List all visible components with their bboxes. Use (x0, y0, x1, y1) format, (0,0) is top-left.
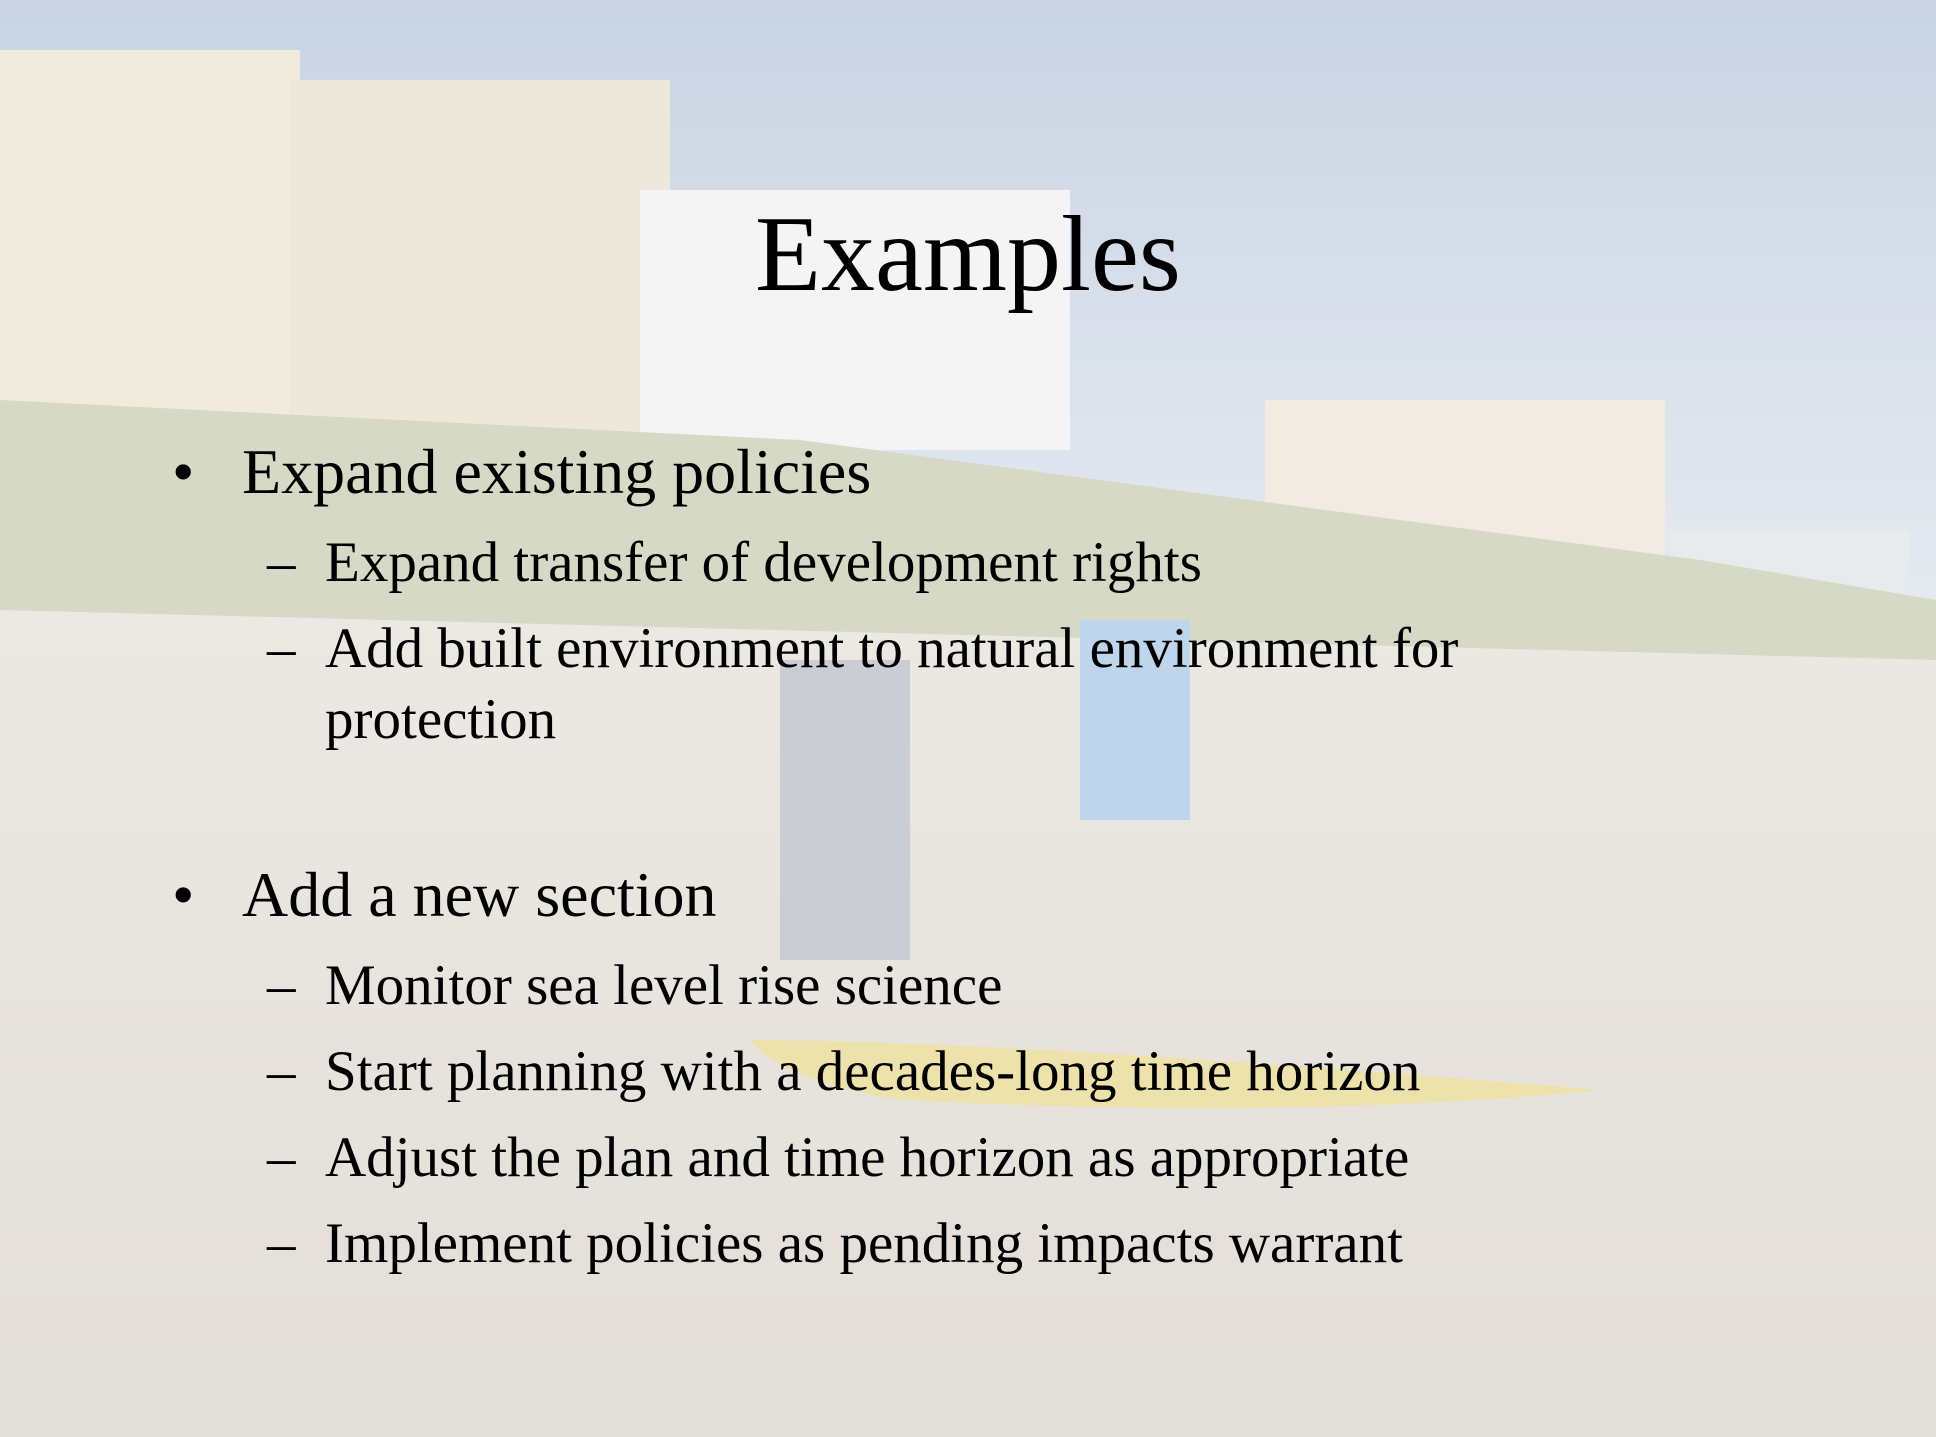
bullet: Expand existing policies (0, 432, 1936, 512)
sub-bullet: Expand transfer of development rights (325, 527, 1625, 598)
slide-title: Examples (0, 190, 1936, 320)
sub-bullet: Add built environment to natural environ… (325, 613, 1625, 755)
slide: Examples Expand existing policiesExpand … (0, 0, 1936, 1437)
bullet-group: Add a new section Monitor sea level rise … (0, 855, 1936, 1279)
sub-bullet: Adjust the plan and time horizon as appr… (325, 1122, 1625, 1193)
bullet: Add a new section (0, 855, 1936, 935)
bullet-list: Expand existing policies Expand transfer … (0, 432, 1936, 1279)
sub-bullet: Monitor sea level rise science (325, 950, 1625, 1021)
bullet-group: Expand existing policies Expand transfer … (0, 432, 1936, 755)
sub-bullet: Start planning with a decades-long time … (325, 1036, 1625, 1107)
sub-bullet: Implement policies as pending impacts wa… (325, 1208, 1625, 1279)
